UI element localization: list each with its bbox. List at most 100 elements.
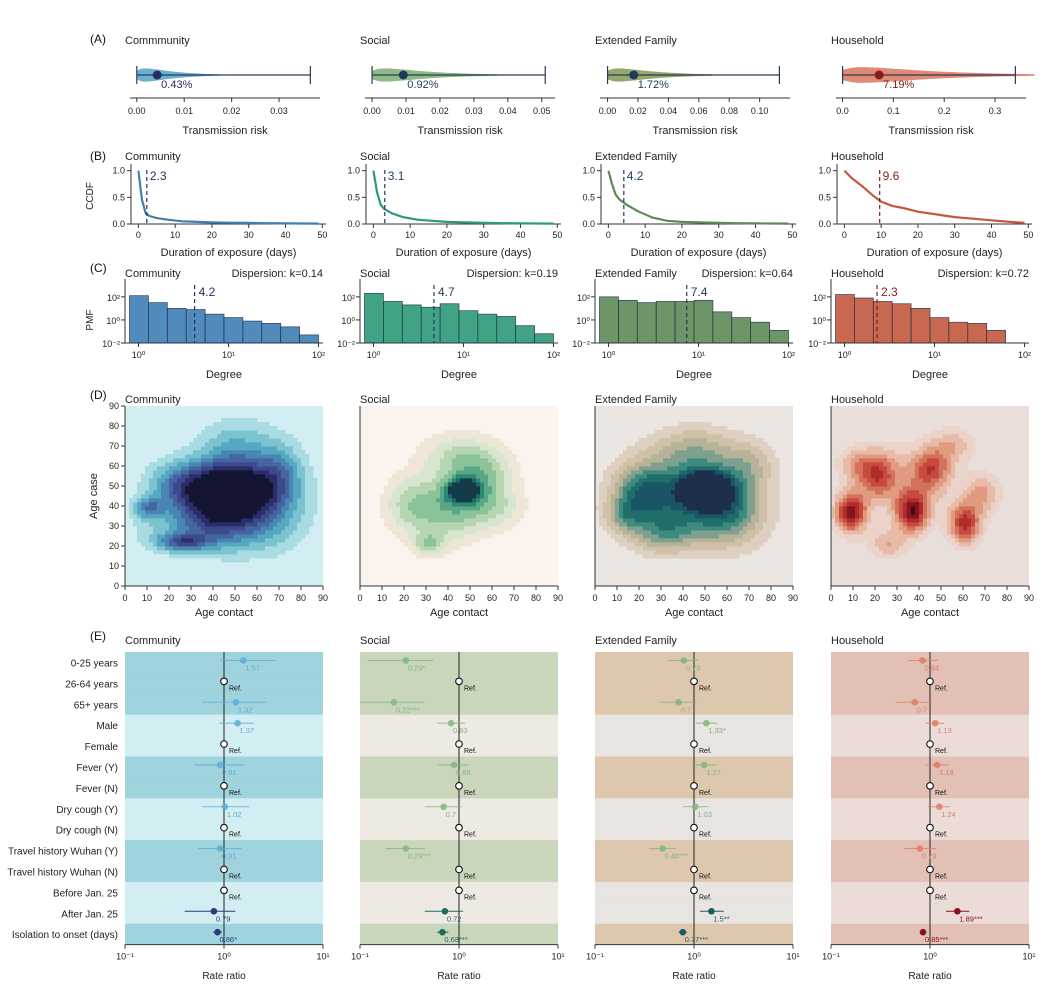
density-cell: [739, 458, 744, 463]
density-cell: [671, 490, 676, 495]
density-cell: [253, 526, 258, 531]
density-cell: [667, 518, 672, 523]
density-cell: [995, 490, 1000, 495]
density-cell: [955, 442, 960, 447]
density-cell: [859, 502, 864, 507]
density-cell: [177, 530, 182, 535]
density-cell: [863, 446, 868, 451]
density-cell: [967, 514, 972, 519]
density-cell: [739, 470, 744, 475]
density-cell: [181, 510, 186, 515]
density-cell: [967, 538, 972, 543]
y-tick-label: 10⁻²: [808, 339, 826, 349]
density-cell: [305, 530, 310, 535]
density-cell: [137, 498, 142, 503]
density-cell: [635, 546, 640, 551]
density-cell: [301, 498, 306, 503]
density-cell: [955, 534, 960, 539]
x-tick-label: 10: [377, 593, 387, 603]
density-cell: [416, 454, 421, 459]
density-cell: [655, 486, 660, 491]
density-cell: [683, 466, 688, 471]
density-cell: [895, 482, 900, 487]
density-cell: [285, 506, 290, 511]
density-cell: [420, 482, 425, 487]
density-cell: [209, 434, 214, 439]
density-cell: [915, 446, 920, 451]
density-cell: [679, 478, 684, 483]
density-cell: [245, 418, 250, 423]
density-cell: [623, 466, 628, 471]
density-cell: [444, 526, 449, 531]
density-cell: [313, 506, 318, 511]
density-cell: [703, 530, 708, 535]
density-cell: [695, 518, 700, 523]
density-cell: [149, 470, 154, 475]
x-tick-label: 0.00: [363, 106, 381, 116]
density-cell: [281, 490, 286, 495]
density-cell: [137, 538, 142, 543]
density-cell: [851, 446, 856, 451]
density-cell: [380, 510, 385, 515]
density-cell: [500, 482, 505, 487]
density-cell: [639, 474, 644, 479]
density-cell: [472, 486, 477, 491]
density-cell: [755, 438, 760, 443]
density-cell: [895, 490, 900, 495]
density-cell: [249, 418, 254, 423]
density-cell: [424, 466, 429, 471]
density-cell: [492, 490, 497, 495]
density-cell: [887, 442, 892, 447]
density-cell: [480, 458, 485, 463]
density-cell: [460, 534, 465, 539]
density-cell: [281, 450, 286, 455]
density-cell: [524, 498, 529, 503]
density-cell: [747, 462, 752, 467]
x-tick-label: 0.02: [431, 106, 449, 116]
density-cell: [460, 542, 465, 547]
density-cell: [145, 530, 150, 535]
density-cell: [679, 474, 684, 479]
density-cell: [987, 510, 992, 515]
density-cell: [257, 430, 262, 435]
density-cell: [631, 546, 636, 551]
density-cell: [265, 422, 270, 427]
density-cell: [719, 530, 724, 535]
density-cell: [671, 514, 676, 519]
density-cell: [157, 482, 162, 487]
density-cell: [149, 518, 154, 523]
density-cell: [719, 474, 724, 479]
density-cell: [647, 450, 652, 455]
density-cell: [847, 522, 852, 527]
density-cell: [631, 530, 636, 535]
density-cell: [675, 426, 680, 431]
density-cell: [699, 474, 704, 479]
density-cell: [265, 546, 270, 551]
density-cell: [931, 446, 936, 451]
density-cell: [221, 522, 226, 527]
density-cell: [935, 482, 940, 487]
density-cell: [273, 522, 278, 527]
density-cell: [129, 498, 134, 503]
density-cell: [707, 550, 712, 555]
density-cell: [273, 546, 278, 551]
density-cell: [396, 494, 401, 499]
density-cell: [615, 522, 620, 527]
density-cell: [951, 466, 956, 471]
density-cell: [683, 490, 688, 495]
density-cell: [967, 522, 972, 527]
density-cell: [253, 550, 258, 555]
density-cell: [671, 474, 676, 479]
density-cell: [285, 434, 290, 439]
x-tick-label: 0: [842, 230, 847, 240]
density-cell: [293, 490, 298, 495]
density-cell: [265, 442, 270, 447]
density-cell: [297, 482, 302, 487]
density-cell: [923, 474, 928, 479]
density-cell: [137, 534, 142, 539]
density-cell: [675, 466, 680, 471]
density-cell: [999, 494, 1004, 499]
density-cell: [516, 462, 521, 467]
density-cell: [759, 506, 764, 511]
